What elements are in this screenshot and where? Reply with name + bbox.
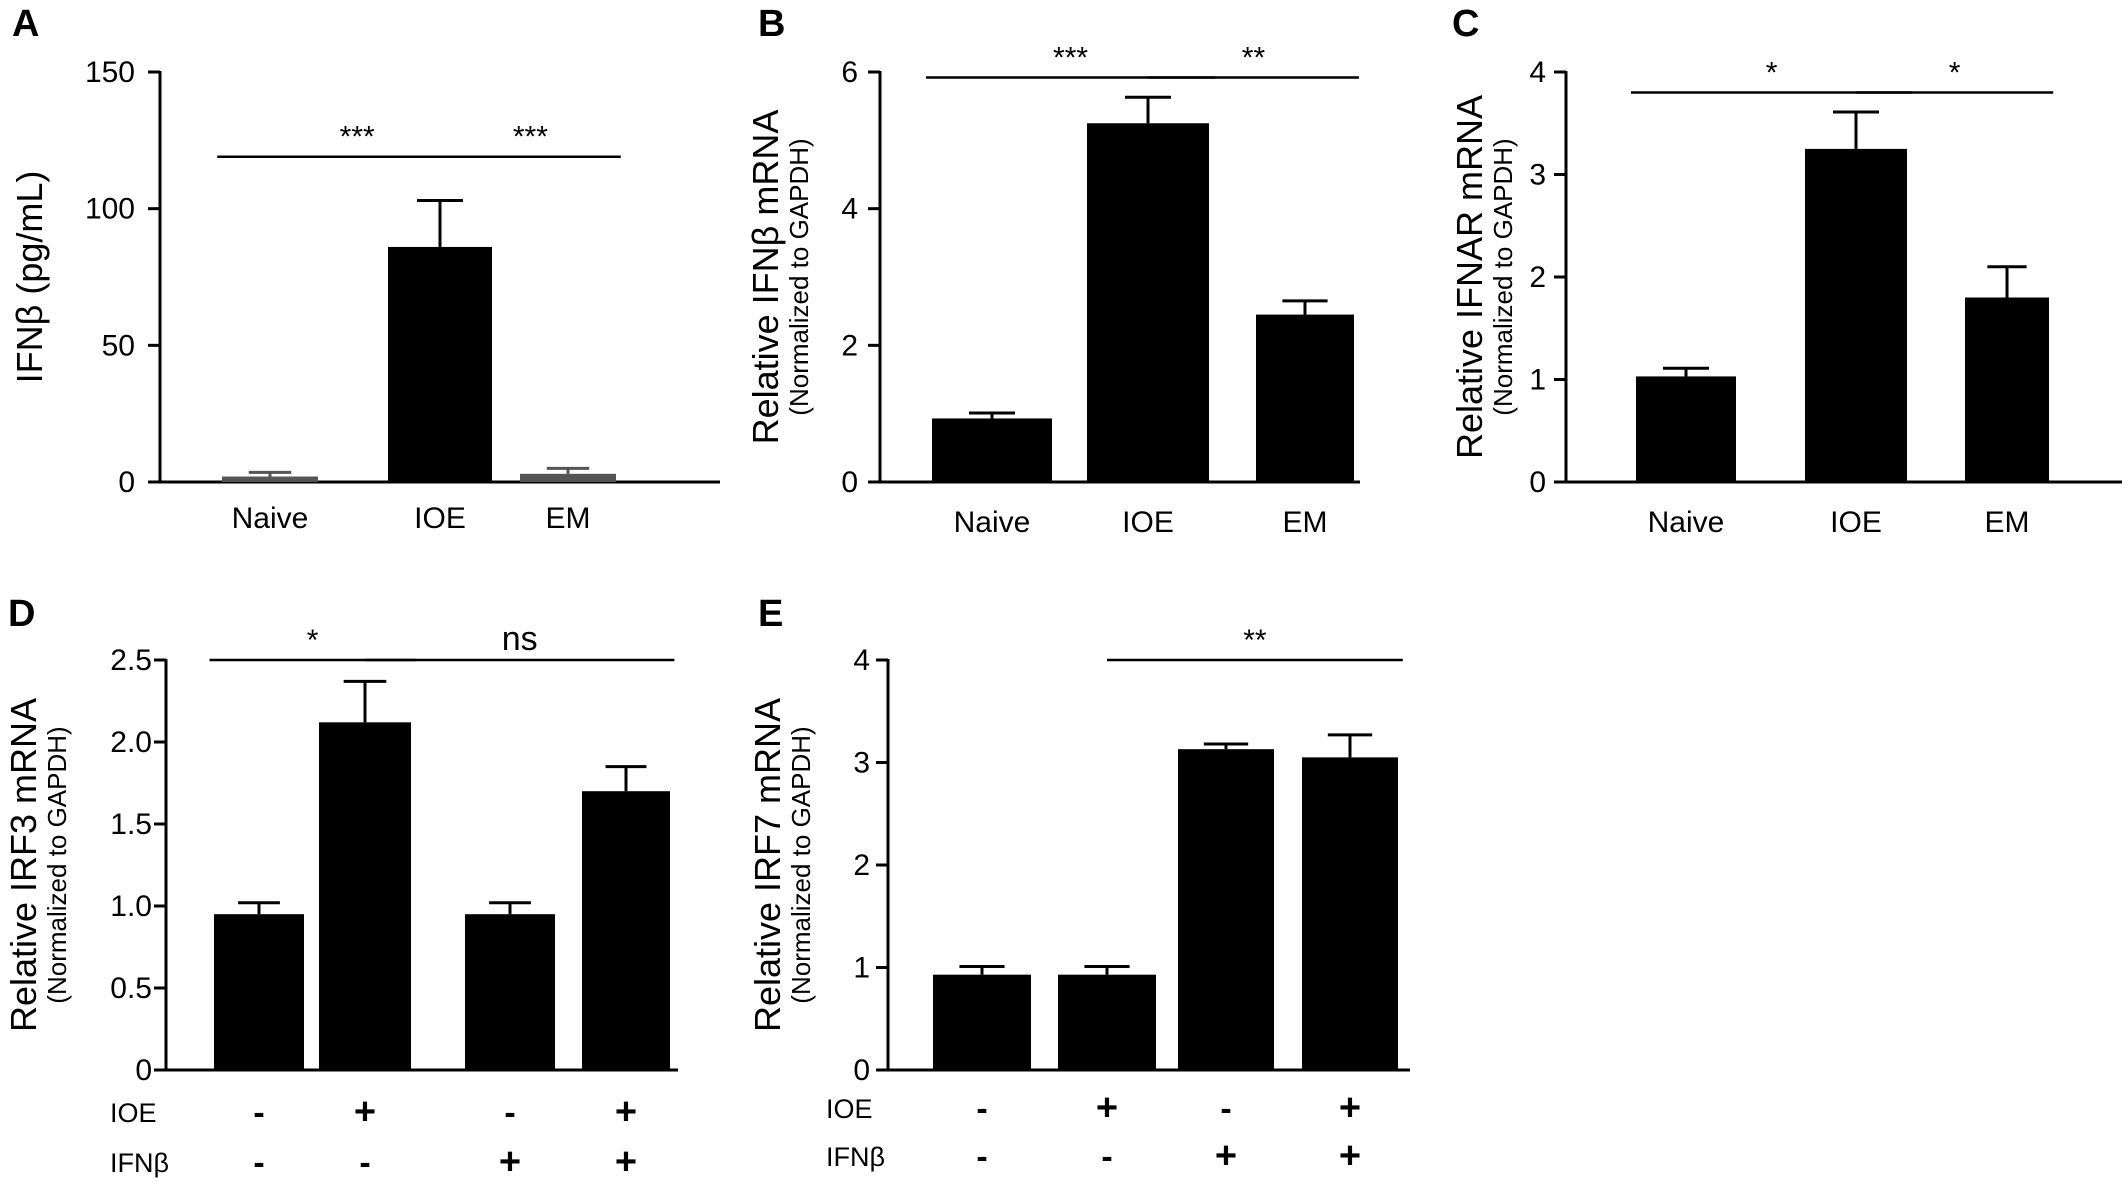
x-category-label: Naive	[232, 502, 309, 535]
panel-d: D 0 0.5 1.0 1.5 2.0 2.5 Relative IRF3 mRNA(Norm…	[3, 593, 678, 1183]
y-tick-label: 4	[1529, 56, 1546, 89]
treatment-sign: -	[976, 1138, 987, 1176]
y-axis-sublabel: (Normalized to GAPDH)	[784, 138, 814, 415]
treatment-sign: -	[1220, 1090, 1231, 1128]
treatment-sign: -	[976, 1090, 987, 1128]
x-category-label: IOE	[1122, 506, 1174, 539]
y-tick-label: 2.5	[110, 644, 152, 677]
treatment-sign: +	[354, 1091, 376, 1133]
y-axis-label: IFNβ (pg/mL)	[9, 171, 50, 384]
y-tick-label: 0	[841, 466, 858, 499]
bar	[520, 473, 616, 482]
x-category-label: Naive	[954, 506, 1031, 539]
y-axis-label: Relative IFNAR mRNA	[1449, 95, 1490, 459]
y-tick-label: 100	[85, 193, 135, 226]
treatment-sign: -	[359, 1144, 370, 1182]
significance-label: *	[307, 624, 319, 657]
bar	[932, 418, 1052, 482]
y-tick-label: 150	[85, 56, 135, 89]
treatment-label: IOE	[826, 1094, 873, 1124]
x-category-label: IOE	[414, 502, 466, 535]
y-tick-label: 3	[853, 747, 870, 780]
panel-letter: C	[1452, 3, 1479, 45]
significance-label: *	[1766, 57, 1778, 90]
panel-letter: E	[758, 593, 783, 635]
bar	[465, 914, 555, 1070]
treatment-sign: +	[499, 1141, 521, 1183]
y-axis-sublabel: (Normalized to GAPDH)	[42, 726, 72, 1003]
treatment-sign: -	[504, 1094, 515, 1132]
x-category-label: EM	[1283, 506, 1328, 539]
bar	[1302, 757, 1398, 1070]
y-tick-label: 1	[853, 952, 870, 985]
y-tick-label: 1.5	[110, 808, 152, 841]
bar	[933, 974, 1031, 1070]
x-category-label: IOE	[1830, 506, 1882, 539]
y-axis-sublabel: (Normalized to GAPDH)	[1488, 138, 1518, 415]
y-tick-label: 4	[853, 644, 870, 677]
treatment-label: IFNβ	[826, 1142, 885, 1172]
bar	[1805, 148, 1907, 482]
significance-label: *	[1949, 57, 1961, 90]
x-category-label: EM	[1985, 506, 2030, 539]
panel-b: B 0 2 4 6 Relative IFNβ mRNA(Normalized to GA…	[745, 3, 1360, 539]
x-category-label: Naive	[1648, 506, 1725, 539]
panel-letter: B	[758, 3, 785, 45]
y-tick-label: 1	[1529, 364, 1546, 397]
y-tick-label: 2	[841, 329, 858, 362]
y-tick-label: 2.0	[110, 726, 152, 759]
y-tick-label: 4	[841, 193, 858, 226]
y-tick-label: 50	[102, 329, 135, 362]
treatment-label: IFNβ	[110, 1148, 169, 1178]
bar	[1965, 297, 2049, 482]
y-tick-label: 2	[853, 849, 870, 882]
y-tick-label: 3	[1529, 159, 1546, 192]
bar	[319, 722, 411, 1070]
y-axis-label: Relative IRF3 mRNA	[3, 698, 44, 1032]
treatment-sign: +	[615, 1091, 637, 1133]
treatment-sign: -	[1101, 1138, 1112, 1176]
panel-e: E 0 1 2 3 4 Relative IRF7 mRNA(Normalized to G…	[747, 593, 1410, 1177]
y-tick-label: 0	[1529, 466, 1546, 499]
significance-label: ***	[513, 121, 548, 154]
treatment-sign: +	[615, 1141, 637, 1183]
panel-letter: D	[8, 593, 35, 635]
treatment-sign: +	[1339, 1087, 1361, 1129]
y-axis-label: Relative IRF7 mRNA	[747, 698, 788, 1032]
x-category-label: EM	[546, 502, 591, 535]
treatment-sign: +	[1339, 1135, 1361, 1177]
y-tick-label: 2	[1529, 261, 1546, 294]
treatment-label: IOE	[110, 1098, 157, 1128]
treatment-sign: +	[1215, 1135, 1237, 1177]
bar	[1087, 123, 1209, 482]
y-tick-label: 0	[118, 466, 135, 499]
significance-label: ***	[1053, 41, 1088, 74]
bar	[1636, 376, 1736, 482]
y-tick-label: 1.0	[110, 890, 152, 923]
y-tick-label: 0	[135, 1054, 152, 1087]
panel-letter: A	[12, 3, 39, 45]
bar	[222, 476, 318, 482]
y-tick-label: 0	[853, 1054, 870, 1087]
panel-c: C 0 1 2 3 4 Relative IFNAR mRNA(Normalized to …	[1449, 3, 2122, 539]
bar	[388, 246, 492, 482]
significance-label: ***	[340, 121, 375, 154]
y-axis-label: Relative IFNβ mRNA	[745, 110, 786, 445]
panel-a: A 0 50 100 150 IFNβ (pg/mL) Naive IOE EM *** ***	[9, 3, 720, 535]
significance-label: **	[1242, 41, 1266, 74]
treatment-sign: +	[1096, 1087, 1118, 1129]
bar	[1058, 974, 1156, 1070]
y-tick-label: 6	[841, 56, 858, 89]
treatment-sign: -	[253, 1144, 264, 1182]
y-axis-sublabel: (Normalized to GAPDH)	[786, 726, 816, 1003]
significance-label: **	[1243, 624, 1267, 657]
bar	[582, 791, 670, 1070]
bar	[214, 914, 304, 1070]
significance-label: ns	[502, 620, 538, 658]
bar	[1178, 749, 1274, 1070]
treatment-sign: -	[253, 1094, 264, 1132]
y-tick-label: 0.5	[110, 972, 152, 1005]
bar	[1256, 314, 1354, 482]
